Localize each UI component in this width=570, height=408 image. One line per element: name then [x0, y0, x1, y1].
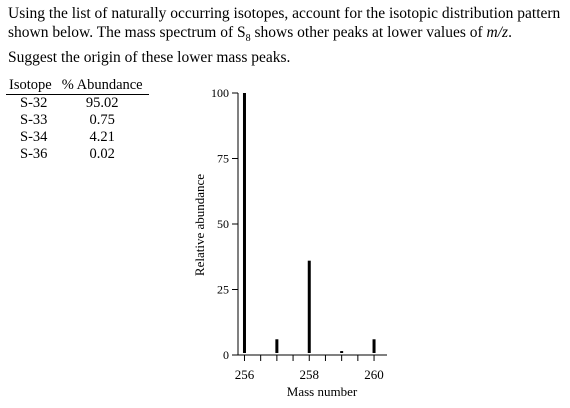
x-axis-label: Mass number: [287, 384, 358, 399]
y-tick-label: 75: [217, 152, 229, 166]
isotope-cell: S-36: [20, 146, 48, 162]
bar-mass-257: [275, 339, 279, 353]
header-isotope: Isotope: [6, 77, 58, 95]
abundance-cell: 4.21: [89, 129, 115, 145]
y-axis: 0 25 50 75 100: [211, 86, 239, 362]
y-tick-label: 50: [217, 217, 229, 231]
x-tick-label: 256: [235, 367, 255, 382]
isotope-cell: S-34: [20, 129, 48, 145]
question-text: Using the list of naturally occurring is…: [8, 4, 564, 67]
isotope-cell: S-32: [20, 95, 48, 111]
question-text-part-2: shows other peaks at lower values of: [250, 24, 487, 41]
bar-mass-256: [242, 93, 246, 353]
isotope-table-header: Isotope % Abundance: [6, 77, 149, 95]
y-tick-label: 0: [223, 348, 229, 362]
table-row: S-33 0.75: [6, 112, 149, 129]
abundance-cell: 0.75: [89, 112, 115, 128]
bars: [242, 93, 376, 353]
isotope-cell: S-33: [20, 112, 48, 128]
subscript-eight: 8: [245, 33, 251, 45]
bar-mass-260: [372, 339, 376, 353]
table-row: S-34 4.21: [6, 129, 149, 146]
question-text-part-3: . Suggest the origin of these lower mass…: [8, 24, 512, 67]
table-row: S-32 95.02: [6, 95, 149, 113]
abundance-cell: 95.02: [85, 95, 119, 111]
header-abundance: % Abundance: [57, 77, 149, 95]
question-text-part-1: Using the list of naturally occurring is…: [8, 5, 561, 41]
x-axis: 256 258 260: [235, 354, 387, 382]
y-tick-label: 100: [211, 86, 229, 100]
bar-mass-258: [307, 260, 311, 353]
bar-mass-259: [340, 351, 344, 353]
table-row: S-36 0.02: [6, 146, 149, 163]
x-tick-label: 260: [364, 367, 384, 382]
mz-italic: m/z: [486, 24, 509, 41]
abundance-cell: 0.02: [89, 146, 115, 162]
y-axis-label: Relative abundance: [192, 174, 207, 276]
isotope-table: Isotope % Abundance S-32 95.02 S-33 0.75…: [6, 77, 149, 163]
x-tick-label: 258: [300, 367, 320, 382]
y-tick-label: 25: [217, 283, 229, 297]
